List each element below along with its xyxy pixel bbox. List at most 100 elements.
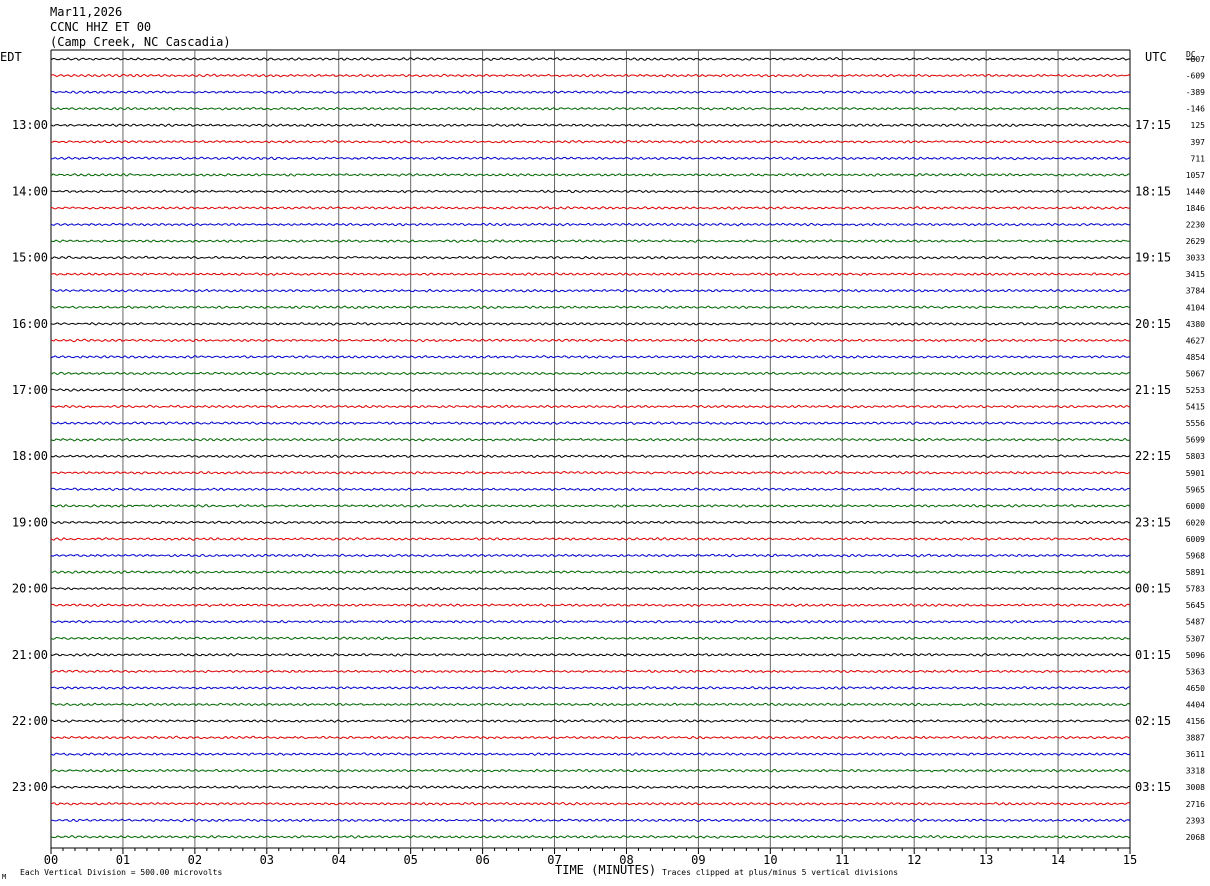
dc-offset-value: 5556 <box>1186 419 1205 428</box>
dc-offset-value: 5253 <box>1186 386 1205 395</box>
x-tick-label: 06 <box>475 853 489 867</box>
seismic-trace <box>50 288 1131 293</box>
seismic-trace <box>50 189 1131 194</box>
left-hour-label: 23:00 <box>12 780 48 794</box>
time-gridlines <box>50 49 1131 849</box>
x-tick-label: 04 <box>332 853 346 867</box>
dc-offset-values: -807 -609 -389 -146 125 397 711 1057 1440 1846 223… <box>1186 55 1205 842</box>
right-hour-label: 03:15 <box>1135 780 1171 794</box>
dc-offset-value: -807 <box>1186 55 1205 64</box>
x-tick-label: 12 <box>907 853 921 867</box>
right-hour-label: 00:15 <box>1135 582 1171 596</box>
seismic-trace <box>50 73 1131 78</box>
right-hour-labels: 17:15 18:15 19:15 20:15 21:15 22:15 23:15 00:15… <box>1135 118 1171 794</box>
dc-offset-value: 5645 <box>1186 601 1205 610</box>
dc-offset-value: 2393 <box>1186 816 1205 825</box>
dc-offset-value: 5891 <box>1186 568 1205 577</box>
seismic-trace <box>50 636 1131 641</box>
dc-offset-value: 5699 <box>1186 436 1205 445</box>
seismic-trace <box>50 106 1131 111</box>
seismic-trace <box>50 139 1131 144</box>
seismic-trace <box>51 470 1131 475</box>
right-hour-label: 20:15 <box>1135 317 1171 331</box>
seismic-trace <box>50 735 1131 740</box>
dc-offset-value: -389 <box>1186 88 1205 97</box>
seismic-trace <box>50 686 1131 690</box>
left-hour-label: 16:00 <box>12 317 48 331</box>
right-hour-label: 21:15 <box>1135 383 1171 397</box>
x-tick-label: 15 <box>1123 853 1137 867</box>
seismic-trace <box>50 603 1131 608</box>
station-location: (Camp Creek, NC Cascadia) <box>50 35 231 49</box>
x-tick-label: 08 <box>619 853 633 867</box>
dc-offset-value: 2716 <box>1186 800 1205 809</box>
dc-offset-value: 3318 <box>1186 767 1205 776</box>
right-hour-label: 23:15 <box>1135 515 1171 529</box>
dc-offset-value: 2068 <box>1186 833 1205 842</box>
dc-offset-value: 5096 <box>1186 651 1205 660</box>
seismic-traces <box>50 57 1131 839</box>
seismic-trace <box>50 801 1131 806</box>
seismic-trace <box>50 90 1131 94</box>
dc-offset-value: 4404 <box>1186 700 1205 709</box>
left-hour-label: 21:00 <box>12 648 48 662</box>
x-tick-labels: 00 01 02 03 04 05 06 07 08 09 10 11 12 13 14 15 <box>44 853 1137 867</box>
dc-offset-value: 3415 <box>1186 270 1205 279</box>
left-hour-labels: 13:00 14:00 15:00 16:00 17:00 18:00 19:00 20:00… <box>12 118 48 794</box>
seismic-trace <box>50 487 1131 492</box>
dc-offset-value: 711 <box>1191 154 1206 163</box>
x-tick-label: 10 <box>763 853 777 867</box>
dc-offset-value: 2629 <box>1186 237 1205 246</box>
station-code: CCNC HHZ ET 00 <box>50 20 152 34</box>
right-hour-label: 01:15 <box>1135 648 1171 662</box>
left-hour-label: 17:00 <box>12 383 48 397</box>
seismic-trace <box>50 586 1131 591</box>
seismic-trace <box>50 835 1131 839</box>
dc-offset-value: 3887 <box>1186 734 1205 743</box>
dc-offset-value: 4104 <box>1186 303 1205 312</box>
seismic-trace <box>50 570 1131 574</box>
left-hour-label: 20:00 <box>12 582 48 596</box>
dc-offset-value: 4380 <box>1186 320 1205 329</box>
seismic-trace <box>50 503 1131 508</box>
seismic-trace <box>50 388 1131 392</box>
dc-offset-value: 5968 <box>1186 552 1205 561</box>
seismic-trace <box>50 156 1131 161</box>
dc-offset-value: 6009 <box>1186 535 1205 544</box>
seismic-trace <box>50 785 1131 790</box>
seismic-trace <box>50 520 1131 525</box>
seismic-trace <box>50 321 1131 326</box>
x-tick-label: 01 <box>116 853 130 867</box>
dc-offset-value: 4627 <box>1186 336 1205 345</box>
dc-offset-value: 4854 <box>1186 353 1205 362</box>
right-hour-label: 18:15 <box>1135 184 1171 198</box>
scale-note: Each Vertical Division = 500.00 microvol… <box>20 868 222 877</box>
x-tick-label: 14 <box>1051 853 1065 867</box>
seismic-trace <box>50 255 1131 260</box>
dc-offset-value: 4156 <box>1186 717 1205 726</box>
seismic-trace <box>50 537 1131 541</box>
left-timezone-label: EDT <box>0 50 22 64</box>
seismic-trace <box>50 553 1131 558</box>
dc-offset-value: 3008 <box>1186 783 1205 792</box>
dc-offset-value: 5067 <box>1186 369 1205 378</box>
seismic-trace <box>50 173 1131 177</box>
dc-offset-value: 1846 <box>1186 204 1205 213</box>
dc-offset-value: 5783 <box>1186 585 1205 594</box>
x-tick-label: 07 <box>547 853 561 867</box>
x-tick-label: 11 <box>835 853 849 867</box>
dc-offset-value: 2230 <box>1186 221 1205 230</box>
x-tick-label: 00 <box>44 853 58 867</box>
x-tick-label: 13 <box>979 853 993 867</box>
left-hour-label: 19:00 <box>12 515 48 529</box>
dc-offset-value: 5901 <box>1186 469 1205 478</box>
x-axis-ticks <box>50 848 1131 854</box>
x-tick-label: 09 <box>691 853 705 867</box>
seismic-trace <box>50 305 1131 310</box>
plot-date: Mar11,2026 <box>50 5 123 19</box>
dc-offset-value: 397 <box>1191 138 1206 147</box>
seismic-trace <box>50 404 1131 409</box>
dc-offset-value: 6000 <box>1186 502 1205 511</box>
dc-offset-value: 3611 <box>1186 750 1205 759</box>
seismic-trace <box>50 619 1131 624</box>
